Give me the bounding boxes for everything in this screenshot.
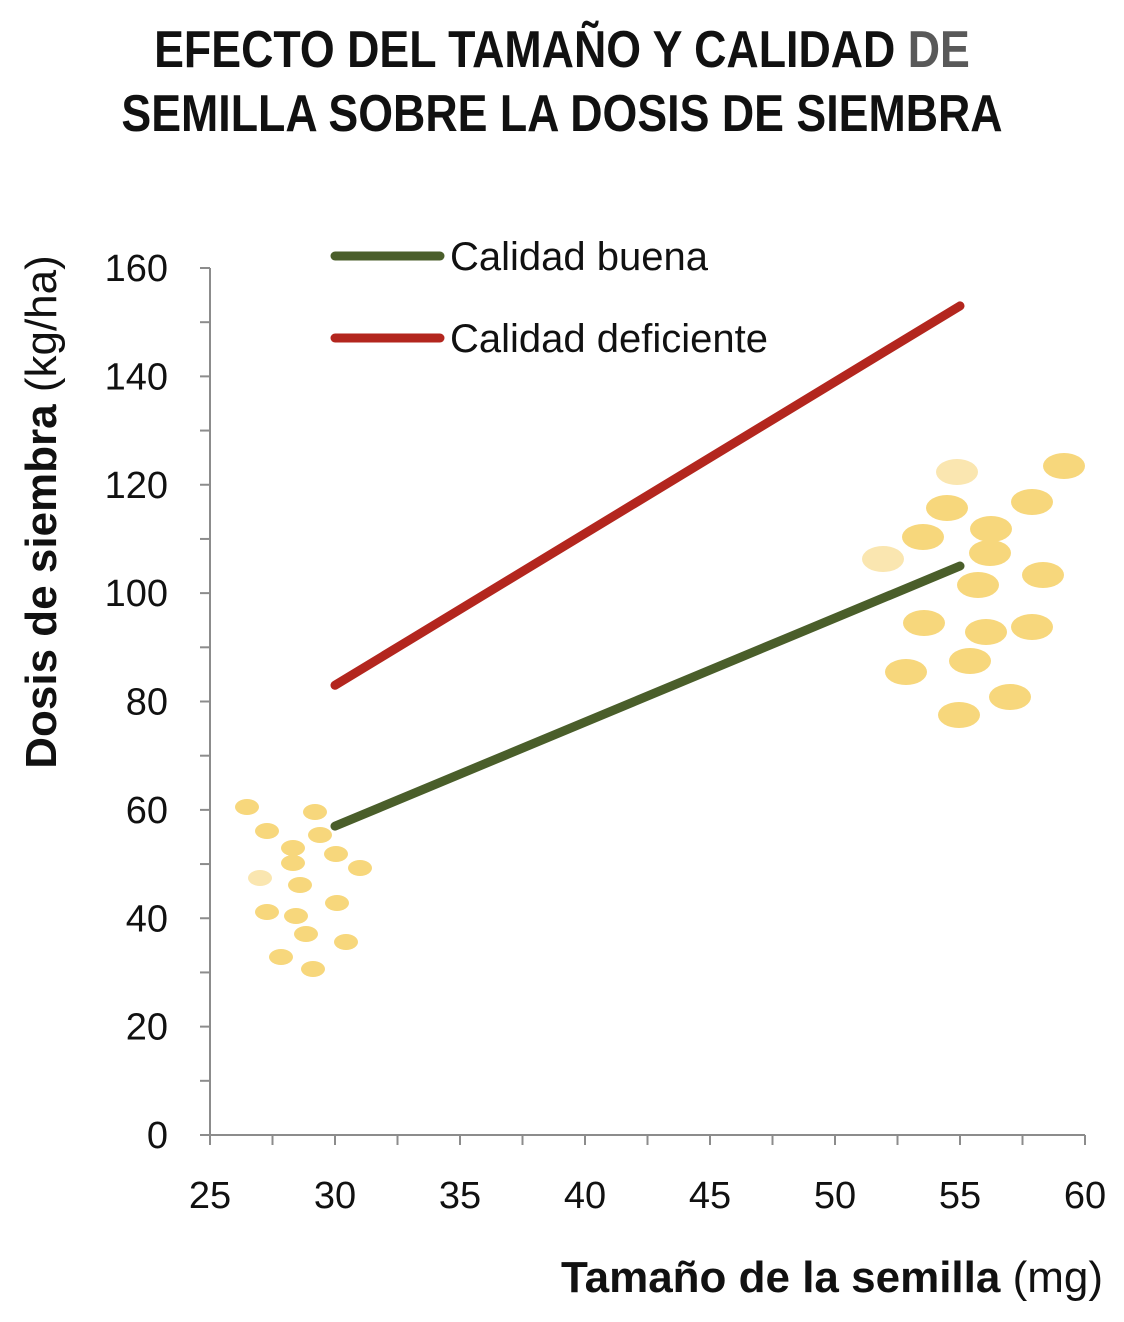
seed-icon bbox=[248, 870, 272, 886]
seed-icon bbox=[281, 855, 305, 871]
seed-decorations bbox=[235, 453, 1085, 977]
series-line-calidad-deficiente bbox=[330, 301, 965, 690]
x-tick-label: 40 bbox=[564, 1175, 606, 1217]
chart-title: EFECTO DEL TAMAÑO Y CALIDAD DE SEMILLA S… bbox=[79, 18, 1046, 146]
seed-icon bbox=[949, 648, 991, 674]
x-tick-label: 25 bbox=[189, 1175, 231, 1217]
chart-title-line1: EFECTO DEL TAMAÑO Y CALIDAD DE bbox=[154, 21, 970, 79]
seed-icon bbox=[903, 610, 945, 636]
seed-icon bbox=[294, 926, 318, 942]
seed-icon bbox=[334, 934, 358, 950]
y-tick-label: 120 bbox=[105, 465, 168, 507]
seed-icon bbox=[281, 840, 305, 856]
seed-icon bbox=[1022, 562, 1064, 588]
series-line-calidad-buena bbox=[330, 561, 965, 831]
y-tick-label: 160 bbox=[105, 248, 168, 290]
seed-icon bbox=[255, 904, 279, 920]
seed-icon bbox=[926, 495, 968, 521]
seed-icon bbox=[989, 684, 1031, 710]
seed-icon bbox=[1043, 453, 1085, 479]
y-axis-title: Dosis de siembra (kg/ha) bbox=[17, 255, 66, 769]
seed-icon bbox=[957, 572, 999, 598]
x-tick-label: 55 bbox=[939, 1175, 981, 1217]
x-tick-label: 30 bbox=[314, 1175, 356, 1217]
legend-label: Calidad deficiente bbox=[450, 317, 768, 361]
y-tick-label: 140 bbox=[105, 356, 168, 398]
x-tick-label: 50 bbox=[814, 1175, 856, 1217]
axis-titles: Tamaño de la semilla (mg) Dosis de siembr… bbox=[17, 255, 1103, 1302]
seed-icon bbox=[269, 949, 293, 965]
seed-icon bbox=[970, 516, 1012, 542]
seed-icon bbox=[965, 619, 1007, 645]
legend: Calidad buena Calidad deficiente bbox=[330, 235, 768, 361]
seed-icon bbox=[938, 702, 980, 728]
seed-icon bbox=[902, 524, 944, 550]
y-tick-label: 40 bbox=[126, 898, 168, 940]
seed-icon bbox=[303, 804, 327, 820]
y-tick-label: 0 bbox=[147, 1115, 168, 1157]
y-tick-label: 60 bbox=[126, 790, 168, 832]
seed-icon bbox=[301, 961, 325, 977]
seed-icon bbox=[288, 877, 312, 893]
series-lines bbox=[330, 301, 965, 831]
axes: 0 20 40 60 80 100 120 140 160 25 30 35 40 45 50 55 60 bbox=[105, 248, 1107, 1217]
seed-icon bbox=[255, 823, 279, 839]
seed-icon bbox=[235, 799, 259, 815]
seed-icon bbox=[324, 846, 348, 862]
chart-title-line2: SEMILLA SOBRE LA DOSIS DE SIEMBRA bbox=[121, 85, 1003, 143]
seed-icon bbox=[348, 860, 372, 876]
seed-icon bbox=[1011, 489, 1053, 515]
y-tick-label: 100 bbox=[105, 573, 168, 615]
seed-icon bbox=[308, 827, 332, 843]
x-tick-label: 60 bbox=[1064, 1175, 1106, 1217]
x-tick-label: 35 bbox=[439, 1175, 481, 1217]
y-tick-label: 80 bbox=[126, 682, 168, 724]
legend-label: Calidad buena bbox=[450, 235, 709, 279]
x-tick-label: 45 bbox=[689, 1175, 731, 1217]
x-axis-title: Tamaño de la semilla (mg) bbox=[561, 1253, 1103, 1302]
seed-icon bbox=[862, 546, 904, 572]
seed-icon bbox=[885, 659, 927, 685]
seed-icon bbox=[284, 908, 308, 924]
y-tick-label: 20 bbox=[126, 1007, 168, 1049]
seed-icon bbox=[325, 895, 349, 911]
seed-icon bbox=[936, 459, 978, 485]
seed-icon bbox=[969, 540, 1011, 566]
seed-icon bbox=[1011, 614, 1053, 640]
